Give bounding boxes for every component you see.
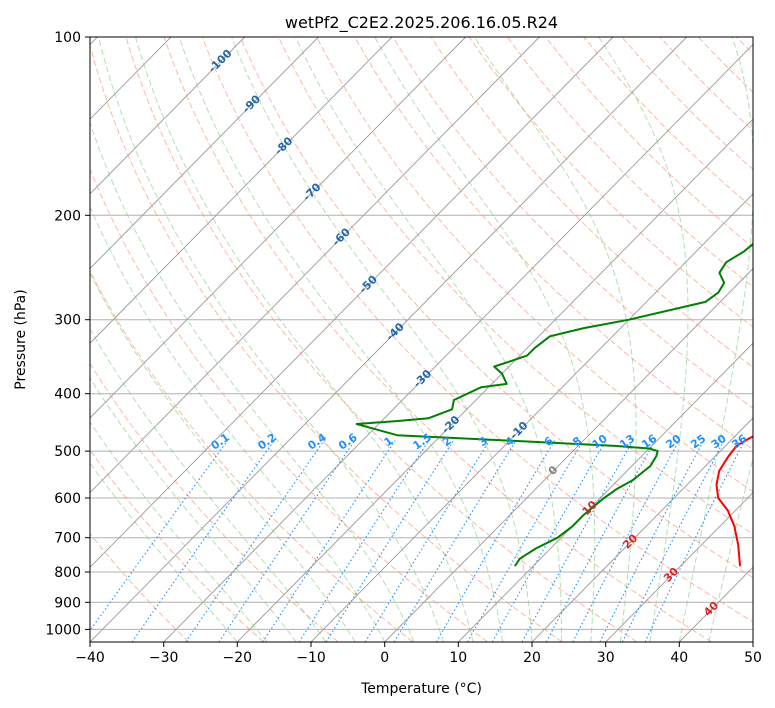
mixing-ratio-line xyxy=(621,440,725,642)
moist-adiabat-line xyxy=(374,37,596,642)
dry-adiabat-line xyxy=(90,533,190,642)
dry-adiabat-line xyxy=(239,37,753,579)
moist-adiabat-line xyxy=(295,37,562,642)
dry-adiabat-line xyxy=(545,37,753,249)
isotherm-line xyxy=(90,37,688,642)
moist-adiabat-line xyxy=(90,421,268,642)
moist-adiabat-line xyxy=(598,37,689,642)
dry-adiabat-line xyxy=(125,37,638,642)
moist-adiabat-line xyxy=(90,377,297,642)
mixing-ratio-line xyxy=(491,440,607,642)
dry-adiabat-line xyxy=(163,37,712,642)
x-tick-label: 20 xyxy=(523,650,541,666)
chart-title: wetPf2_C2E2.2025.206.16.05.R24 xyxy=(285,13,558,33)
mixing-ratio-line xyxy=(393,440,517,642)
x-tick-label: 10 xyxy=(449,650,467,666)
isotherm-line xyxy=(457,342,753,642)
moist-adiabat-line xyxy=(178,37,503,642)
mixing-ratio-line xyxy=(90,440,228,632)
y-tick-label: 1000 xyxy=(45,622,81,638)
moist-adiabat-line xyxy=(678,37,753,642)
dry-adiabat-line xyxy=(506,37,753,288)
dry-adiabat-line xyxy=(468,37,753,328)
dry-adiabat-line xyxy=(201,37,753,623)
isotherm-line xyxy=(605,492,753,642)
mixing-ratio-line xyxy=(572,440,680,642)
mixing-ratio-line xyxy=(218,440,356,642)
isotherm-line xyxy=(90,37,393,344)
moist-adiabat-line xyxy=(231,37,533,642)
axis-ticks: −40 −30 −20 −10 0 10 20 30 40 50 1000 900 800 700 600 5… xyxy=(45,30,762,666)
moist-adiabat-line xyxy=(135,37,474,642)
profile-series xyxy=(355,242,753,567)
y-tick-label: 200 xyxy=(54,208,81,224)
isotherm-line xyxy=(384,267,753,642)
mixing-ratio-line xyxy=(262,440,396,642)
y-tick-label: 800 xyxy=(54,565,81,581)
dry-adiabat-line xyxy=(354,37,753,451)
moist-adiabat-line xyxy=(90,272,356,642)
y-tick-label: 300 xyxy=(54,313,81,329)
isotherm-line xyxy=(90,37,467,419)
x-tick-label: 0 xyxy=(380,650,389,666)
isotherm-line xyxy=(90,37,319,270)
isotherm-line xyxy=(90,37,614,568)
mixing-ratio-line xyxy=(644,440,746,642)
isotherm-line xyxy=(531,417,753,642)
y-tick-label: 100 xyxy=(54,30,81,46)
mixing-ratio-line xyxy=(435,440,556,642)
isotherm-line xyxy=(163,43,753,642)
moist-adiabat-line xyxy=(98,37,445,642)
mixing-ratio-line xyxy=(467,440,584,642)
dry-adiabat-line xyxy=(392,37,753,409)
x-axis-label: Temperature (°C) xyxy=(360,681,482,697)
dry-adiabat-line xyxy=(583,37,753,209)
isotherm-line xyxy=(310,193,753,642)
x-tick-label: 40 xyxy=(670,650,688,666)
moist-adiabat-line xyxy=(474,37,637,642)
mixing-ratio-line xyxy=(131,440,275,642)
dry-adiabat-line xyxy=(430,37,753,368)
moist-adiabat-line xyxy=(90,462,238,642)
y-tick-label: 900 xyxy=(54,595,81,611)
mixing-ratio-line xyxy=(185,440,325,642)
y-axis-label: Pressure (hPa) xyxy=(13,289,29,389)
x-tick-label: −40 xyxy=(75,650,105,666)
dry-adiabat-line xyxy=(90,43,563,642)
y-tick-label: 700 xyxy=(54,531,81,547)
background-lines xyxy=(90,37,753,642)
isotherm-line xyxy=(90,37,540,494)
isotherm-line xyxy=(90,37,246,195)
mixing-ratio-line xyxy=(364,440,490,642)
dry-adiabat-line xyxy=(90,362,339,642)
moist-adiabat-line xyxy=(90,327,327,642)
moist-adiabat-line xyxy=(90,121,415,642)
y-tick-label: 400 xyxy=(54,387,81,403)
moist-adiabat-line xyxy=(90,205,386,642)
x-tick-label: 50 xyxy=(744,650,762,666)
dry-adiabat-line xyxy=(278,37,753,535)
x-tick-label: −30 xyxy=(149,650,179,666)
mixing-ratio-line xyxy=(599,440,704,642)
plot-frame xyxy=(89,36,754,643)
x-tick-label: −10 xyxy=(296,650,326,666)
y-tick-label: 500 xyxy=(54,444,81,460)
dry-adiabat-line xyxy=(621,37,753,170)
isotherm-line xyxy=(236,118,753,642)
x-tick-label: 30 xyxy=(597,650,615,666)
dry-adiabat-line xyxy=(90,270,414,642)
temperature-profile-line xyxy=(715,435,753,567)
y-tick-label: 600 xyxy=(54,491,81,507)
dewpoint-profile-line xyxy=(355,242,753,567)
x-tick-label: −20 xyxy=(223,650,253,666)
